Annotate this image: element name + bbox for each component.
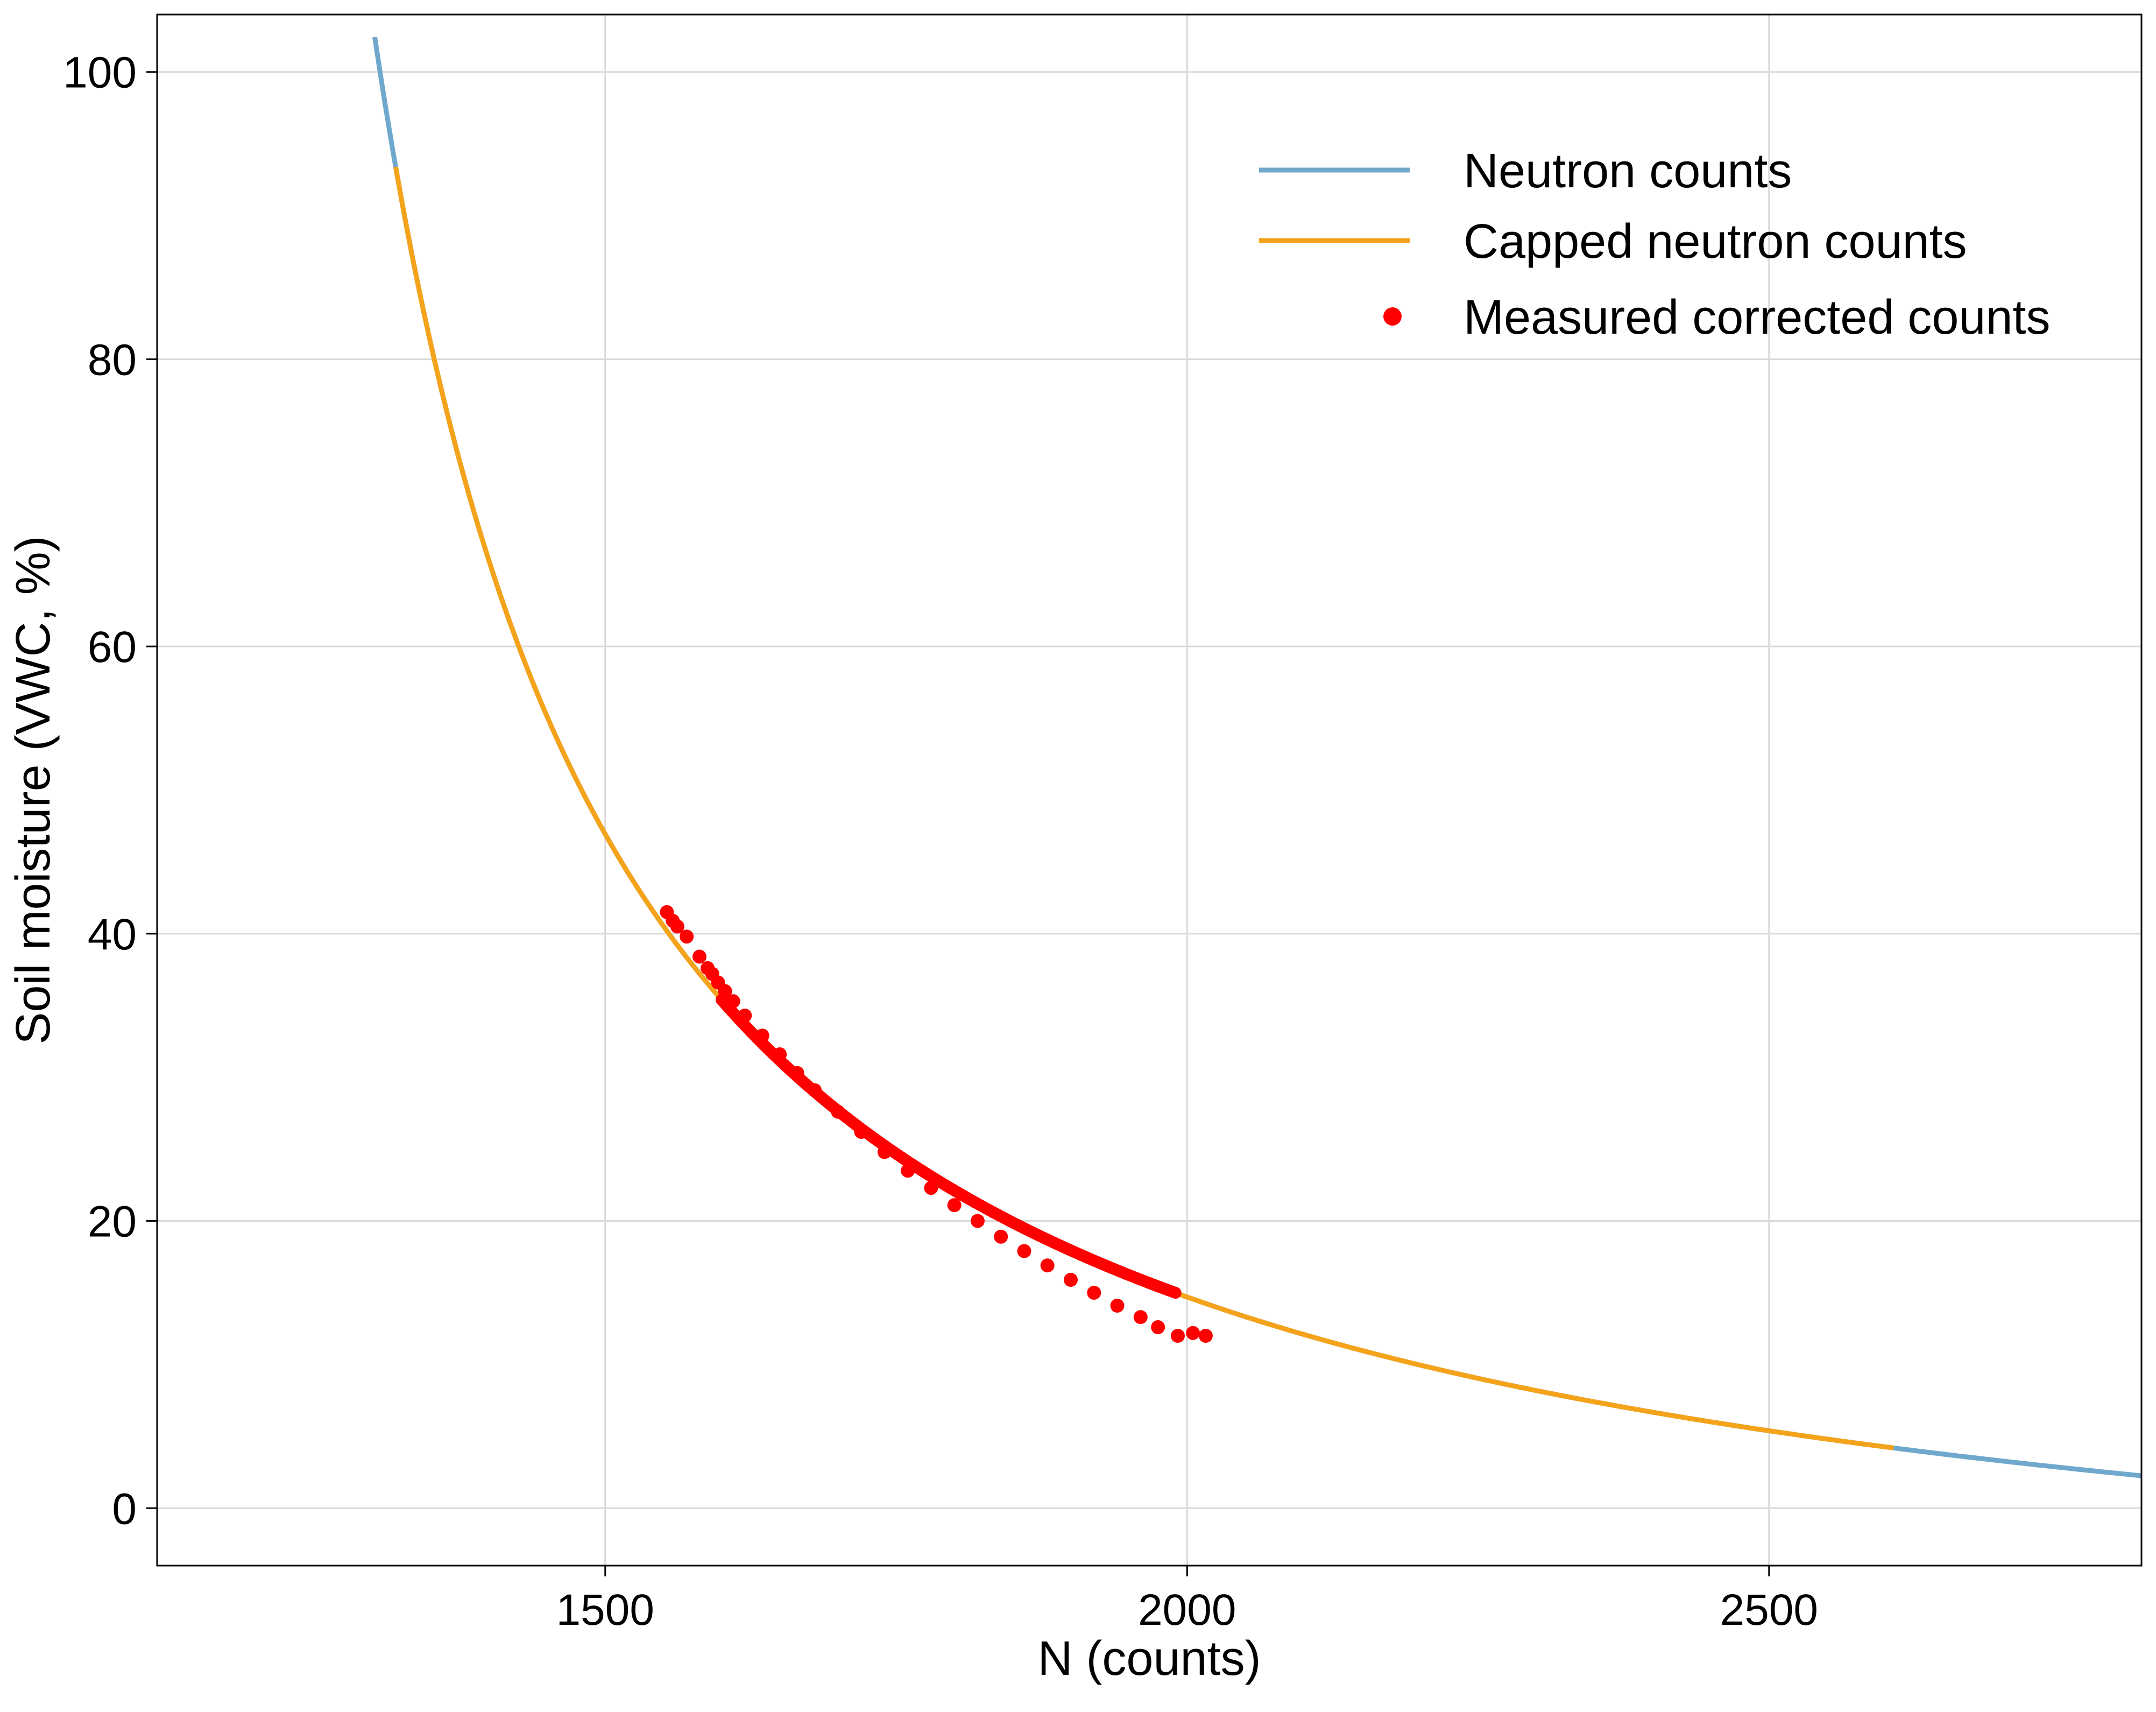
data-point: [808, 1083, 822, 1097]
data-point: [994, 1229, 1008, 1244]
data-point: [1133, 1310, 1148, 1324]
y-tick-label-0: 0: [112, 1484, 137, 1533]
data-point: [670, 919, 684, 934]
data-point: [1087, 1286, 1101, 1300]
data-point: [726, 994, 740, 1009]
data-point: [947, 1198, 962, 1213]
data-point: [755, 1028, 769, 1043]
data-point: [773, 1047, 787, 1061]
data-point: [1110, 1299, 1125, 1313]
legend-swatch-measured-corrected-counts: [1383, 307, 1402, 326]
grid-lines: [157, 15, 2141, 1566]
data-point: [901, 1164, 915, 1178]
y-tick-label-40: 40: [88, 910, 137, 959]
data-point: [854, 1125, 868, 1139]
data-point: [1169, 1287, 1182, 1299]
legend-label-measured-corrected-counts: Measured corrected counts: [1464, 291, 2051, 344]
data-point: [692, 949, 706, 964]
data-point: [718, 984, 732, 998]
x-tick-label-2000: 2000: [1138, 1586, 1236, 1634]
plot-frame: [156, 13, 2143, 1567]
data-point: [1171, 1329, 1185, 1343]
data-point: [924, 1181, 938, 1195]
data-point: [1040, 1258, 1055, 1273]
data-point: [680, 929, 694, 944]
data-point: [1186, 1326, 1200, 1340]
y-axis: 0 20 40 60 80 100: [63, 48, 157, 1533]
y-tick-label-100: 100: [63, 48, 137, 97]
legend-label-neutron-counts: Neutron counts: [1464, 144, 1792, 198]
data-point: [877, 1145, 892, 1159]
legend-label-capped-neutron-counts: Capped neutron counts: [1464, 215, 1967, 269]
data-point: [790, 1066, 804, 1080]
data-point: [738, 1009, 752, 1023]
x-tick-label-1500: 1500: [556, 1586, 654, 1634]
data-point: [971, 1214, 985, 1228]
data-point: [831, 1104, 845, 1119]
y-tick-label-20: 20: [88, 1197, 137, 1246]
measured-points: [660, 905, 1213, 1343]
data-point: [1064, 1273, 1078, 1287]
x-tick-label-2500: 2500: [1720, 1586, 1818, 1634]
data-point: [1151, 1320, 1165, 1334]
y-tick-label-60: 60: [88, 623, 137, 672]
y-axis-title: Soil moisture (VWC, %): [6, 536, 60, 1044]
x-axis-title: N (counts): [1037, 1632, 1261, 1686]
data-point: [1017, 1244, 1031, 1258]
legend: Neutron counts Capped neutron counts Mea…: [1259, 144, 2051, 344]
data-point: [1198, 1329, 1213, 1343]
y-tick-label-80: 80: [88, 335, 137, 384]
x-axis: 1500 2000 2500: [556, 1566, 1818, 1634]
